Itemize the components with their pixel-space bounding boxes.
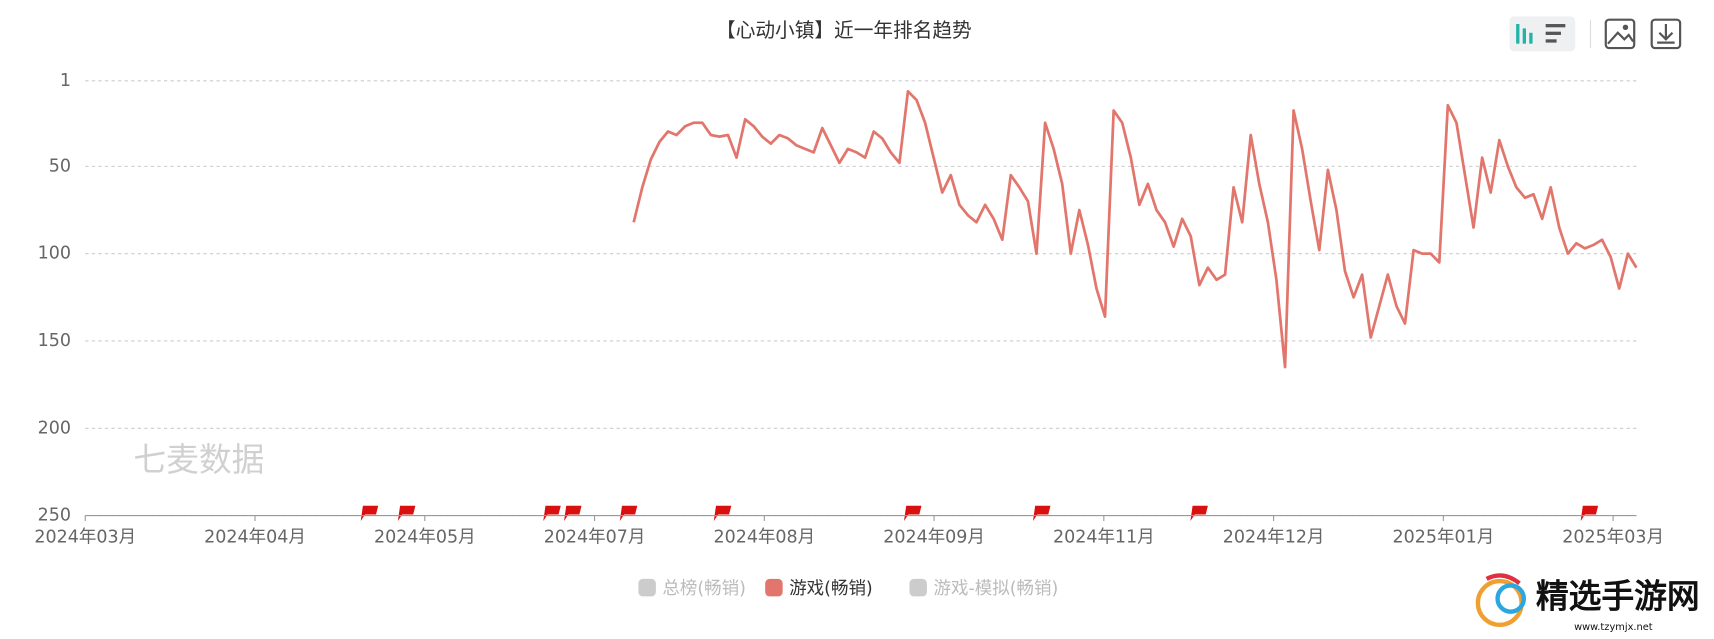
image-button[interactable]	[1604, 18, 1636, 50]
x-tick-label: 2024年03月	[34, 527, 136, 547]
flag	[1032, 505, 1051, 522]
x-tick-label: 2025年03月	[1562, 527, 1664, 547]
flag	[619, 505, 638, 522]
flag	[713, 505, 732, 522]
flag	[1190, 505, 1208, 522]
series-line	[632, 89, 1638, 369]
flag	[397, 505, 416, 522]
y-tick-label: 1	[60, 71, 71, 91]
legend-label: 总榜(畅销)	[662, 579, 746, 599]
legend-item[interactable]: 总榜(畅销)	[638, 579, 746, 599]
x-tick-label: 2024年04月	[204, 527, 306, 547]
y-tick-label: 50	[49, 156, 71, 176]
event-flags	[360, 505, 1599, 522]
flag	[904, 505, 922, 522]
x-tick-label: 2025年01月	[1393, 527, 1495, 547]
x-tick-label: 2024年05月	[374, 527, 476, 547]
y-tick-label: 200	[38, 418, 71, 438]
flag	[543, 505, 561, 522]
chart-title: 【心动小镇】近一年排名趋势	[716, 19, 972, 42]
legend-item[interactable]: 游戏-模拟(畅销)	[909, 579, 1058, 599]
y-tick-label: 250	[38, 506, 71, 526]
watermark: 七麦数据	[133, 441, 264, 479]
legend-swatch	[638, 578, 656, 597]
toolbar	[1509, 16, 1682, 52]
x-tick-label: 2024年08月	[713, 527, 815, 547]
logo-name: 精选手游网	[1536, 578, 1700, 616]
download-button[interactable]	[1650, 18, 1682, 50]
legend-label: 游戏(畅销)	[789, 579, 873, 599]
x-tick-label: 2024年11月	[1053, 527, 1155, 547]
flag	[564, 505, 582, 522]
flag	[360, 505, 379, 522]
y-tick-label: 100	[38, 244, 71, 264]
legend-label: 游戏-模拟(畅销)	[934, 579, 1059, 599]
legend-swatch	[765, 578, 783, 597]
y-tick-label: 150	[38, 331, 71, 351]
x-tick-label: 2024年07月	[544, 527, 646, 547]
logo-url: www.tzymjx.net	[1574, 622, 1653, 633]
flag	[1580, 505, 1599, 522]
legend-item[interactable]: 游戏(畅销)	[765, 579, 873, 599]
x-tick-label: 2024年09月	[883, 527, 985, 547]
x-tick-label: 2024年12月	[1223, 527, 1325, 547]
legend-swatch	[909, 578, 927, 597]
logo: 精选手游网 www.tzymjx.net	[1475, 573, 1700, 633]
